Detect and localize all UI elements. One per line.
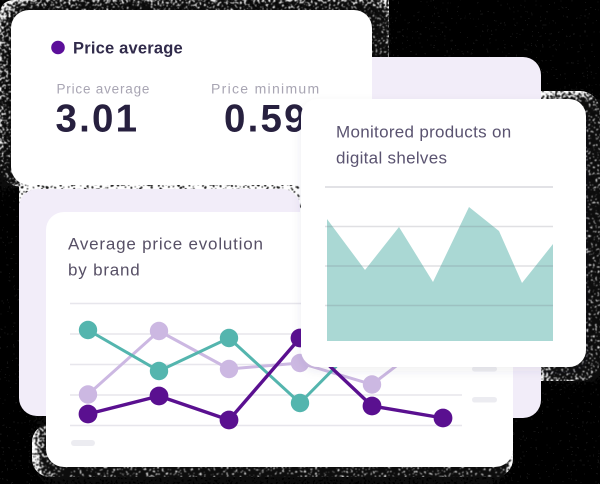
svg-text:digital shelves: digital shelves [336,149,447,168]
svg-text:0.59: 0.59 [224,97,308,140]
svg-text:Monitored products on: Monitored products on [336,123,511,142]
svg-text:Price average: Price average [73,40,183,58]
svg-text:by brand: by brand [68,261,141,280]
svg-text:Average price evolution: Average price evolution [68,235,264,254]
svg-text:3.01: 3.01 [56,97,140,140]
svg-text:Price minimum: Price minimum [211,81,320,97]
svg-text:Price average: Price average [57,82,151,97]
